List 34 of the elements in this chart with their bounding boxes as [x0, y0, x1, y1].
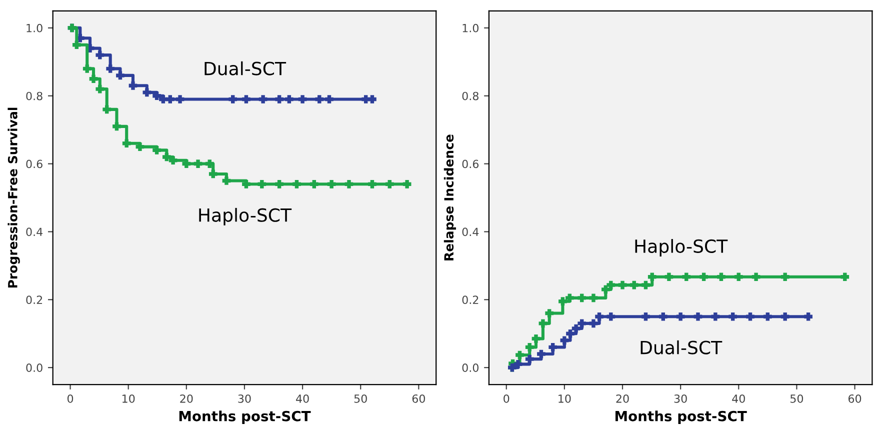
y-tick-label: 0.8: [26, 92, 42, 100]
series-label: Haplo-SCT: [199, 208, 292, 226]
y-tick-label: 1.0: [26, 24, 42, 32]
x-tick-label: 60: [848, 394, 862, 403]
y-tick-label: 0.2: [26, 296, 42, 304]
y-tick-label: 0.6: [462, 160, 479, 168]
x-tick-label: 20: [616, 394, 629, 403]
x-tick-label: 10: [122, 394, 135, 403]
y-tick-label: 0.6: [26, 160, 42, 168]
x-tick-label: 30: [674, 394, 687, 403]
y-tick-label: 0.4: [462, 228, 479, 236]
y-tick-label: 1.0: [462, 24, 478, 32]
x-tick-label: 50: [790, 394, 804, 403]
x-tick-label: 60: [412, 394, 426, 403]
y-tick-label: 0.8: [462, 92, 478, 100]
x-axis-title: Months post-SCT: [179, 410, 311, 424]
y-tick-label: 0.0: [26, 364, 42, 372]
y-axis-title: Relapse Incidence: [444, 134, 456, 260]
series-label: Dual-SCT: [640, 340, 722, 354]
x-tick-label: 40: [296, 394, 309, 403]
y-tick-label: 0.4: [26, 228, 43, 236]
y-tick-label: 0.0: [462, 364, 478, 372]
y-tick-label: 0.2: [462, 296, 478, 304]
x-tick-label: 50: [354, 394, 367, 403]
x-tick-label: 0: [504, 394, 510, 403]
x-tick-label: 30: [238, 394, 251, 403]
x-tick-label: 0: [67, 394, 74, 403]
x-tick-label: 10: [558, 394, 571, 403]
y-axis-title: Progression-Free Survival: [8, 108, 20, 288]
series-label: Haplo-SCT: [635, 239, 728, 257]
x-tick-label: 20: [180, 394, 193, 403]
x-tick-label: 40: [732, 394, 745, 403]
x-axis-title: Months post-SCT: [616, 410, 747, 424]
series-label: Dual-SCT: [204, 61, 286, 76]
